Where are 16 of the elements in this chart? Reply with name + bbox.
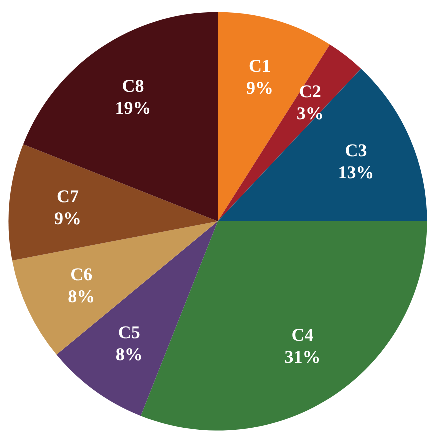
data-label: 9% (246, 78, 274, 98)
slice-label: C8 (122, 76, 144, 96)
slice-label: C6 (70, 264, 93, 285)
data-label: 31% (284, 347, 321, 368)
data-label: 8% (68, 286, 96, 307)
slice-label: C2 (299, 81, 322, 102)
data-label: 3% (296, 103, 324, 124)
slice-label: C3 (345, 140, 368, 161)
data-label: 9% (54, 208, 82, 228)
data-label: 19% (115, 98, 152, 118)
slice-label: C1 (249, 56, 272, 76)
data-label: 8% (116, 344, 143, 364)
slice-label: C4 (292, 325, 314, 346)
data-label: 13% (338, 162, 374, 183)
slice-label: C7 (56, 186, 79, 206)
slice-label: C5 (118, 322, 140, 342)
